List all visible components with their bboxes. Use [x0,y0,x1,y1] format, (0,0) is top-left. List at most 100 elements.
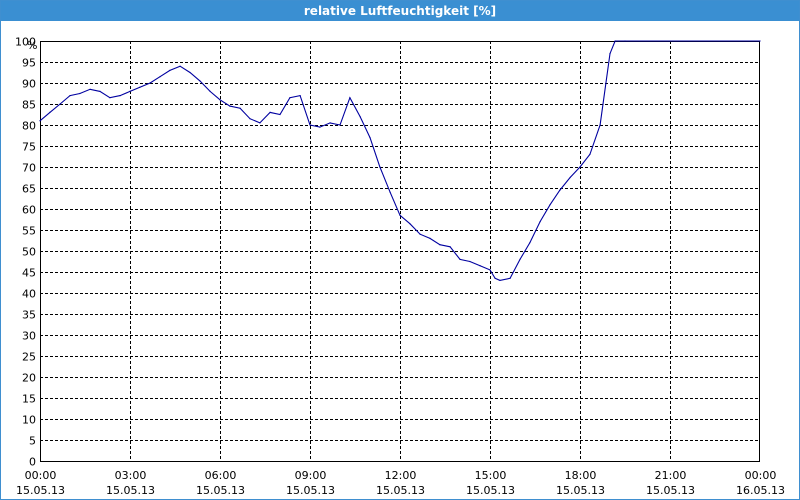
data-point [229,105,231,107]
data-point [69,95,71,97]
y-tick-label: 15 [22,393,36,406]
y-tick-label: 65 [22,183,36,196]
data-point [149,82,151,84]
data-point [469,260,471,263]
data-point [339,124,341,126]
data-point [99,90,101,92]
data-point [439,244,441,246]
chart-title: relative Luftfeuchtigkeit [%] [1,1,799,21]
data-point [479,265,481,267]
y-tick-label: 90 [22,78,36,91]
x-tick-date: 15.05.13 [106,484,155,497]
data-point [489,269,491,271]
data-point [259,122,261,124]
data-point [249,118,251,120]
data-point [409,223,411,225]
x-tick-date: 15.05.13 [556,484,605,497]
y-tick-label: 10 [22,414,36,427]
data-point [239,107,241,109]
x-tick-date: 15.05.13 [16,484,65,497]
data-point [579,166,581,168]
data-point [359,116,361,118]
data-point [79,92,81,95]
data-point [759,40,761,42]
data-point [569,176,571,179]
data-point [459,258,461,260]
y-tick-label: 75 [22,141,36,154]
y-tick-label: 80 [22,120,36,133]
data-point [219,99,221,101]
data-point [169,69,171,71]
y-tick-label: 85 [22,99,36,112]
data-point [494,277,496,279]
data-point [399,214,401,216]
x-tick-time: 15:00 [475,469,507,482]
y-tick-label: 95 [22,57,36,70]
data-point [129,90,131,92]
x-tick-date: 15.05.13 [196,484,245,497]
data-point [49,111,51,113]
y-tick-label: 60 [22,204,36,217]
data-point [389,191,391,193]
data-point [379,166,381,168]
data-point [279,113,281,116]
x-tick-time: 12:00 [385,469,417,482]
y-tick-label: 100 [15,36,36,49]
data-point [449,246,451,248]
grid [40,41,760,461]
x-tick-date: 16.05.13 [736,484,785,497]
data-point [419,233,421,235]
plot-border [40,41,760,462]
y-tick-label: 70 [22,162,36,175]
data-point [39,120,41,122]
data-point [519,258,521,260]
y-tick-label: 45 [22,267,36,280]
y-tick-label: 30 [22,330,36,343]
data-point [509,277,511,279]
x-tick-time: 18:00 [565,469,597,482]
x-tick-date: 15.05.13 [286,484,335,497]
x-tick-date: 15.05.13 [466,484,515,497]
data-point [269,111,271,113]
y-tick-label: 55 [22,225,36,238]
x-tick-date: 15.05.13 [646,484,695,497]
x-tick-time: 00:00 [745,469,777,482]
x-tick-time: 21:00 [655,469,687,482]
y-tick-label: 40 [22,288,36,301]
y-tick-label: 35 [22,309,36,322]
series-layer [39,40,761,281]
data-point [309,124,311,126]
data-point [319,126,321,128]
data-point [119,95,121,97]
y-axis-unit: % [27,39,37,52]
y-tick-label: 5 [29,435,36,448]
data-point [159,76,161,78]
data-point [599,124,601,126]
y-tick-label: 25 [22,351,36,364]
y-tick-label: 0 [29,456,36,469]
data-point [609,53,611,55]
data-point [529,242,531,244]
y-tick-label: 20 [22,372,36,385]
data-point [139,86,141,88]
x-tick-time: 03:00 [115,469,147,482]
x-tick-time: 00:00 [25,469,57,482]
data-point [429,237,431,239]
x-tick-time: 06:00 [205,469,237,482]
x-tick-date: 15.05.13 [376,484,425,497]
data-point [289,97,291,99]
data-point [209,90,211,92]
data-point [559,189,561,191]
humidity-series-line [39,40,760,281]
data-point [199,80,201,82]
data-point [499,279,501,281]
data-point [549,204,551,206]
data-point [179,65,181,67]
data-point [59,103,61,105]
data-point [589,153,591,155]
data-point [369,137,371,139]
data-point [89,88,91,90]
x-tick-time: 09:00 [295,469,327,482]
y-tick-label: 50 [22,246,36,259]
